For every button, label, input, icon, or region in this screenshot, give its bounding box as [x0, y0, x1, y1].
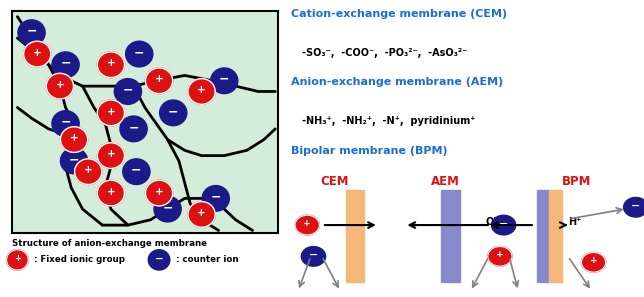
Text: OH⁻: OH⁻ — [486, 217, 507, 227]
Text: −: − — [61, 57, 71, 70]
Text: −: − — [26, 25, 37, 38]
Text: +: + — [84, 165, 93, 175]
Text: −: − — [155, 254, 164, 263]
Circle shape — [46, 73, 73, 99]
Text: +: + — [14, 254, 21, 263]
Circle shape — [491, 215, 516, 235]
Text: −: − — [162, 201, 173, 214]
Circle shape — [18, 20, 45, 45]
Text: +: + — [155, 75, 164, 84]
Text: +: + — [590, 256, 598, 265]
Circle shape — [146, 68, 173, 94]
Circle shape — [295, 215, 319, 235]
Circle shape — [582, 252, 605, 272]
Text: +: + — [55, 80, 64, 90]
Text: +: + — [106, 107, 115, 116]
Circle shape — [24, 41, 51, 67]
Text: −: − — [122, 84, 133, 97]
Text: −: − — [128, 121, 139, 134]
Circle shape — [120, 116, 147, 142]
Circle shape — [52, 111, 79, 136]
Circle shape — [126, 41, 153, 67]
Circle shape — [301, 247, 326, 266]
Text: −: − — [219, 73, 229, 86]
Text: +: + — [197, 85, 206, 95]
Text: -NH₃⁺,  -NH₂⁺,  -N⁺,  pyridinium⁺: -NH₃⁺, -NH₂⁺, -N⁺, pyridinium⁺ — [301, 116, 475, 126]
Text: +: + — [106, 149, 115, 159]
Text: : counter ion: : counter ion — [176, 255, 238, 264]
Text: −: − — [69, 153, 79, 166]
Text: Bipolar membrane (BPM): Bipolar membrane (BPM) — [290, 146, 448, 156]
Circle shape — [61, 148, 88, 174]
Bar — [536, 190, 549, 282]
Circle shape — [188, 79, 215, 104]
Text: +: + — [197, 208, 206, 218]
Circle shape — [61, 127, 88, 152]
Circle shape — [52, 52, 79, 78]
Text: Cation-exchange membrane (CEM): Cation-exchange membrane (CEM) — [290, 9, 507, 19]
Circle shape — [623, 198, 644, 217]
Circle shape — [97, 180, 124, 206]
Circle shape — [211, 68, 238, 94]
Circle shape — [160, 100, 187, 126]
Bar — [12, 11, 278, 233]
Circle shape — [97, 52, 124, 78]
Text: −: − — [168, 105, 178, 118]
Text: +: + — [155, 187, 164, 197]
Text: H⁺: H⁺ — [568, 217, 582, 227]
Text: −: − — [499, 219, 508, 229]
Text: −: − — [308, 250, 318, 260]
Circle shape — [202, 186, 229, 211]
Text: −: − — [211, 191, 221, 203]
Circle shape — [114, 79, 142, 104]
Circle shape — [148, 250, 170, 270]
Circle shape — [97, 100, 124, 126]
Circle shape — [97, 143, 124, 168]
Text: BPM: BPM — [562, 175, 592, 188]
Circle shape — [188, 202, 215, 227]
Bar — [549, 190, 562, 282]
Text: Anion-exchange membrane (AEM): Anion-exchange membrane (AEM) — [290, 77, 503, 87]
Text: +: + — [33, 48, 42, 58]
Text: +: + — [106, 187, 115, 197]
Text: AEM: AEM — [430, 175, 459, 188]
Text: −: − — [61, 116, 71, 129]
Circle shape — [488, 247, 512, 266]
Circle shape — [6, 250, 28, 270]
Text: CEM: CEM — [321, 175, 349, 188]
Text: −: − — [134, 46, 144, 59]
Text: −: − — [131, 164, 142, 177]
Text: +: + — [496, 250, 504, 259]
Circle shape — [154, 196, 181, 222]
Bar — [346, 190, 364, 282]
Text: : Fixed ionic group: : Fixed ionic group — [34, 255, 126, 264]
Text: -SO₃⁻,  -COO⁻,  -PO₃²⁻,  -AsO₃²⁻: -SO₃⁻, -COO⁻, -PO₃²⁻, -AsO₃²⁻ — [301, 48, 467, 58]
Text: +: + — [303, 219, 311, 228]
Text: +: + — [70, 133, 79, 143]
Bar — [441, 190, 460, 282]
Circle shape — [146, 180, 173, 206]
Circle shape — [123, 159, 150, 184]
Text: Structure of anion-exchange membrane: Structure of anion-exchange membrane — [12, 239, 207, 248]
Text: −: − — [631, 201, 640, 211]
Text: +: + — [106, 59, 115, 68]
Circle shape — [75, 159, 102, 184]
